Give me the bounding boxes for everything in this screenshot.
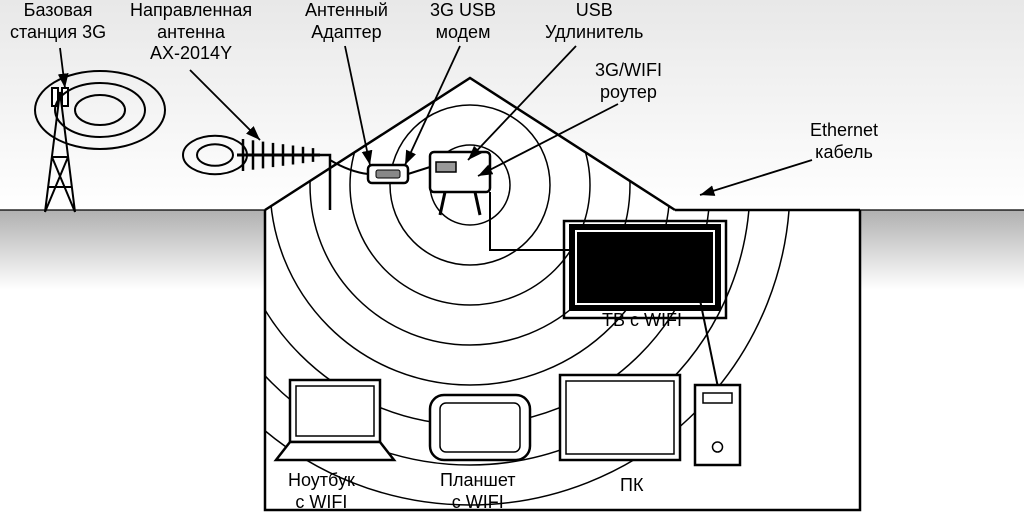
label-router: 3G/WIFI роутер xyxy=(595,60,662,103)
laptop-icon xyxy=(276,380,394,460)
label-antenna_adapter: Антенный Адаптер xyxy=(305,0,388,43)
label-laptop: Ноутбук с WIFI xyxy=(288,470,355,513)
label-usb_modem: 3G USB модем xyxy=(430,0,496,43)
label-tablet: Планшет с WIFI xyxy=(440,470,516,513)
usb-modem-icon xyxy=(436,162,456,172)
diagram-svg xyxy=(0,0,1024,530)
label-ethernet: Ethernet кабель xyxy=(810,120,878,163)
label-base_station: Базовая станция 3G xyxy=(10,0,106,43)
tablet-icon xyxy=(430,395,530,460)
label-pc: ПК xyxy=(620,475,643,497)
diagram-root: Базовая станция 3G Направленная антенна A… xyxy=(0,0,1024,530)
label-usb_extender: USB Удлинитель xyxy=(545,0,643,43)
label-directional_antenna: Направленная антенна AX-2014Y xyxy=(130,0,252,65)
label-tv: ТВ с WIFI xyxy=(602,310,682,332)
